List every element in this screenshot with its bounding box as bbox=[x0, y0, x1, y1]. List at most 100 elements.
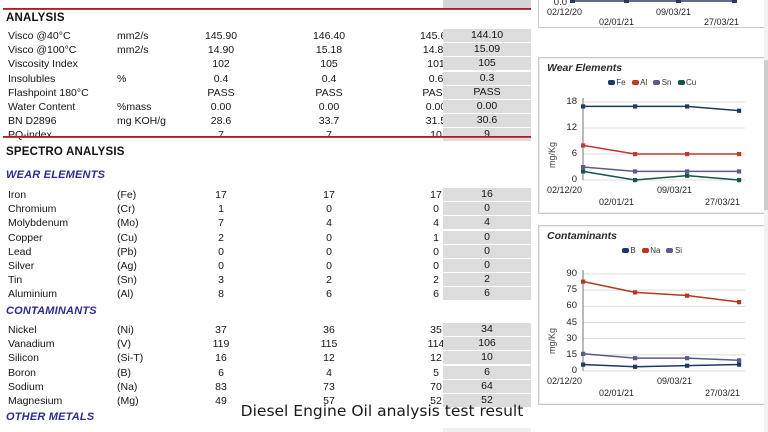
row-unit: (B) bbox=[117, 366, 131, 379]
cell-value-1: 83 bbox=[215, 380, 227, 393]
chart-data-point bbox=[581, 104, 586, 109]
cell-value-2: 0 bbox=[326, 260, 332, 272]
cell-value-4: 0.00 bbox=[443, 100, 531, 113]
table-row: Silicon (Si-T) 16 12 12 10 bbox=[0, 351, 534, 366]
cell-value-4: 34 bbox=[443, 323, 531, 336]
cell-value-1: 3 bbox=[218, 274, 224, 287]
chart-data-point bbox=[685, 356, 690, 361]
row-label: Molybdenum bbox=[8, 217, 69, 230]
cell-value-4: 10 bbox=[443, 351, 531, 365]
row-label: Viscosity Index bbox=[8, 58, 78, 71]
row-unit: (Ni) bbox=[117, 324, 134, 336]
chart-plot-area: 0 15 30 45 60 75 90 bbox=[539, 226, 765, 404]
table-row: Visco @100°C mm2/s 14.90 15.18 14.80 15.09 bbox=[0, 43, 534, 58]
chart-title: Wear Elements bbox=[547, 62, 623, 74]
row-label: Magnesium bbox=[8, 395, 63, 407]
cell-value-1: 1 bbox=[218, 203, 224, 216]
cell-value-4: 6 bbox=[443, 365, 531, 379]
cell-value-1: 7 bbox=[218, 217, 224, 230]
row-unit: (Mg) bbox=[117, 395, 139, 407]
row-label: Lead bbox=[8, 245, 32, 258]
section-divider-top bbox=[3, 8, 531, 10]
legend-swatch-icon bbox=[621, 248, 629, 254]
cell-value-4: 106 bbox=[443, 337, 531, 351]
x-tick-label: 02/12/20 bbox=[547, 185, 583, 195]
chart-title: Contaminants bbox=[547, 230, 618, 242]
cell-value-2: 0 bbox=[326, 245, 332, 258]
cell-value-4: 4 bbox=[443, 216, 531, 230]
cell-value-2: 7 bbox=[326, 129, 332, 142]
x-tick-label: 02/12/20 bbox=[547, 376, 583, 386]
legend-item: Si bbox=[666, 246, 682, 255]
chart-series-line bbox=[582, 144, 739, 155]
cell-value-1: 17 bbox=[215, 189, 227, 201]
row-unit: %mass bbox=[117, 101, 152, 113]
table-row bbox=[0, 426, 534, 432]
table-row: Silver (Ag) 0 0 0 0 bbox=[0, 259, 534, 274]
cell-value-2: 73 bbox=[323, 380, 335, 393]
cell-value-3: 17 bbox=[430, 189, 442, 201]
section-title-analysis: ANALYSIS bbox=[6, 12, 65, 24]
subsection-contaminants: CONTAMINANTS bbox=[6, 305, 97, 317]
chart-data-point bbox=[581, 143, 586, 148]
cell-value-1: 0 bbox=[218, 245, 224, 258]
chart-data-point bbox=[737, 169, 742, 174]
cell-value-1: 28.6 bbox=[210, 115, 232, 128]
cell-value-4: 64 bbox=[443, 379, 531, 393]
row-label: Silicon bbox=[8, 352, 39, 365]
cell-value-2: 4 bbox=[326, 217, 332, 230]
cell-value-2: 105 bbox=[320, 58, 338, 71]
x-tick-label: 27/03/21 bbox=[705, 388, 741, 398]
chart-series-line bbox=[582, 353, 740, 361]
chart-data-point bbox=[581, 169, 586, 174]
cell-value-3: 0 bbox=[433, 245, 439, 258]
cell-value-3: 52 bbox=[430, 395, 442, 407]
chart-series-line bbox=[582, 166, 739, 173]
cell-value-3: 101 bbox=[427, 58, 445, 71]
cell-value-3: 70 bbox=[430, 380, 442, 393]
scrollbar-thumb[interactable] bbox=[764, 60, 768, 210]
partial-chart-plot bbox=[570, 0, 737, 3]
row-label: Visco @40°C bbox=[8, 30, 71, 42]
vertical-scrollbar[interactable] bbox=[764, 0, 768, 432]
legend-label: Fe bbox=[616, 78, 626, 87]
chart-data-point bbox=[633, 356, 638, 361]
cell-value-3: 10 bbox=[430, 129, 442, 142]
row-label: Vanadium bbox=[8, 338, 55, 351]
chart-data-point bbox=[581, 279, 586, 284]
chart-data-point bbox=[737, 362, 742, 367]
table-row: Insolubles% 0.4 0.4 0.6 0.3 bbox=[0, 71, 534, 87]
chart-data-point bbox=[685, 104, 690, 109]
column4-highlight-cap bbox=[443, 0, 531, 9]
cell-value-4: 0 bbox=[443, 244, 531, 258]
row-label: Copper bbox=[8, 231, 43, 244]
cell-value-1: 102 bbox=[212, 58, 230, 71]
cell-value-3: 0.6 bbox=[428, 72, 444, 85]
chart-data-point bbox=[633, 152, 638, 157]
cell-value-2: 12 bbox=[323, 352, 335, 365]
legend-label: Na bbox=[650, 246, 661, 255]
table-row: PQ-index 7 7 10 9 bbox=[0, 128, 534, 143]
row-label: PQ-index bbox=[8, 129, 52, 142]
table-row: Sodium (Na) 83 73 70 64 bbox=[0, 379, 534, 395]
cell-value-4: 52 bbox=[443, 394, 531, 407]
x-tick-label: 02/01/21 bbox=[599, 197, 635, 207]
chart-card-partial-top: 0.0 02/12/20 09/03/21 02/01/21 27/03/21 bbox=[538, 0, 766, 28]
cell-value-4: PASS bbox=[443, 85, 531, 99]
chart-data-point bbox=[685, 363, 690, 368]
cell-value-1: 0 bbox=[218, 260, 224, 272]
y-tick-label: 0 bbox=[571, 365, 577, 376]
table-row: Tin (Sn) 3 2 2 2 bbox=[0, 273, 534, 288]
row-unit: (Sn) bbox=[117, 274, 137, 287]
x-tick-label: 27/03/21 bbox=[705, 197, 741, 207]
row-unit: (Fe) bbox=[117, 189, 137, 201]
chart-series-line bbox=[582, 170, 740, 181]
cell-value-2: 2 bbox=[326, 274, 332, 287]
x-tick-label: 02/01/21 bbox=[599, 388, 635, 398]
cell-value-3: 2 bbox=[433, 274, 439, 287]
cell-value-2: 146.40 bbox=[312, 30, 346, 42]
oil-analysis-report: ANALYSIS Visco @40°C mm2/s 145.90 146.40 145… bbox=[0, 0, 534, 432]
legend-swatch-icon bbox=[607, 80, 615, 86]
chart-series-line bbox=[582, 280, 740, 303]
legend-item: Na bbox=[641, 246, 661, 255]
